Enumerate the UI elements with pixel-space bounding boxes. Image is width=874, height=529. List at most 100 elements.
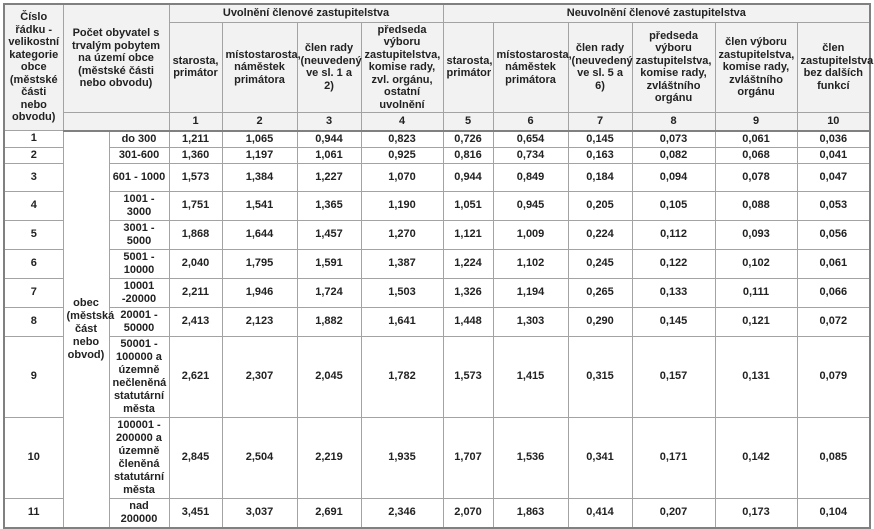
municipality-type-cell: obec (městská část nebo obvod) <box>62 130 114 528</box>
population-range-cell: 100001 - 200000 a územně členěná statutá… <box>108 416 170 499</box>
population-range-cell: 5001 - 10000 <box>108 248 170 279</box>
value-cell-col7: 0,341 <box>567 416 633 499</box>
table-row-8: 8 20001 - 50000 2,413 2,123 1,882 1,641 1,448 1… <box>3 306 871 337</box>
value-cell-col5: 1,707 <box>442 416 494 499</box>
column-number-5: 5 <box>442 112 494 132</box>
value-cell-col7: 0,205 <box>567 190 633 221</box>
population-range-cell: 20001 - 50000 <box>108 306 170 337</box>
column-header-6: místostarosta, náměstek primátora <box>492 21 572 113</box>
value-cell-col7: 0,224 <box>567 219 633 250</box>
population-range-cell: 301-600 <box>108 146 170 164</box>
value-cell-col4: 1,387 <box>360 248 444 279</box>
value-cell-col8: 0,133 <box>631 277 716 308</box>
value-cell-col1: 1,360 <box>168 146 223 164</box>
table-row-9: 9 50001 - 100000 a územně nečleněná statu… <box>3 335 871 418</box>
column-number-7: 7 <box>567 112 633 132</box>
value-cell-col5: 0,726 <box>442 130 494 148</box>
value-cell-col6: 1,009 <box>492 219 569 250</box>
value-cell-col8: 0,171 <box>631 416 716 499</box>
value-cell-col7: 0,245 <box>567 248 633 279</box>
value-cell-col10: 0,066 <box>796 277 871 308</box>
value-cell-col3: 1,365 <box>296 190 362 221</box>
value-cell-col7: 0,290 <box>567 306 633 337</box>
value-cell-col6: 1,303 <box>492 306 569 337</box>
column-header-4: předseda výboru zastupitelstva, komise r… <box>360 21 444 113</box>
table-row-1: 1 obec (městská část nebo obvod) do 300 1,2… <box>3 130 871 528</box>
value-cell-col5: 2,070 <box>442 497 494 528</box>
column-header-3: člen rady (neuvedený ve sl. 1 a 2) <box>296 21 362 113</box>
population-header: Počet obyvatel s trvalým pobytem na územ… <box>62 3 170 113</box>
population-range-cell: 1001 - 3000 <box>108 190 170 221</box>
value-cell-col7: 0,315 <box>567 335 633 418</box>
value-cell-col3: 1,882 <box>296 306 362 337</box>
value-cell-col6: 1,536 <box>492 416 569 499</box>
column-header-8: předseda výboru zastupitelstva, komise r… <box>631 21 716 113</box>
column-header-10: člen zastupitelstva bez dalších funkcí <box>796 21 873 113</box>
value-cell-col3: 2,219 <box>296 416 362 499</box>
value-cell-col1: 2,845 <box>168 416 223 499</box>
table-row-7: 7 10001 -20000 2,211 1,946 1,724 1,503 1,326 1,… <box>3 277 871 308</box>
value-cell-col5: 1,051 <box>442 190 494 221</box>
value-cell-col9: 0,111 <box>714 277 798 308</box>
value-cell-col5: 1,573 <box>442 335 494 418</box>
column-number-8: 8 <box>631 112 716 132</box>
value-cell-col8: 0,157 <box>631 335 716 418</box>
value-cell-col6: 1,102 <box>492 248 569 279</box>
value-cell-col1: 1,211 <box>168 130 223 148</box>
column-number-2: 2 <box>221 112 298 132</box>
value-cell-col9: 0,121 <box>714 306 798 337</box>
table-row-5: 5 3001 - 5000 1,868 1,644 1,457 1,270 1,121 1,0… <box>3 219 871 250</box>
column-header-5: starosta, primátor <box>442 21 494 113</box>
column-number-1: 1 <box>168 112 223 132</box>
row-category-header: Číslo řádku - velikostní kategorie obce … <box>3 3 64 131</box>
value-cell-col6: 0,945 <box>492 190 569 221</box>
row-number-cell: 6 <box>3 248 64 279</box>
row-number-cell: 8 <box>3 306 64 337</box>
value-cell-col4: 1,641 <box>360 306 444 337</box>
value-cell-col8: 0,082 <box>631 146 716 164</box>
value-cell-col4: 2,346 <box>360 497 444 528</box>
value-cell-col1: 2,211 <box>168 277 223 308</box>
value-cell-col8: 0,073 <box>631 130 716 148</box>
value-cell-col10: 0,061 <box>796 248 871 279</box>
value-cell-col2: 1,197 <box>221 146 298 164</box>
value-cell-col9: 0,078 <box>714 162 798 192</box>
remuneration-table: Číslo řádku - velikostní kategorie obce … <box>3 3 873 529</box>
value-cell-col9: 0,102 <box>714 248 798 279</box>
value-cell-col7: 0,414 <box>567 497 633 528</box>
table-row-10: 10 100001 - 200000 a územně členěná statu… <box>3 416 871 499</box>
value-cell-col6: 1,194 <box>492 277 569 308</box>
population-range-cell: 10001 -20000 <box>108 277 170 308</box>
value-cell-col7: 0,145 <box>567 130 633 148</box>
value-cell-col10: 0,056 <box>796 219 871 250</box>
value-cell-col10: 0,104 <box>796 497 871 528</box>
column-number-6: 6 <box>492 112 569 132</box>
value-cell-col6: 0,654 <box>492 130 569 148</box>
column-header-7: člen rady (neuvedený ve sl. 5 a 6) <box>567 21 633 113</box>
value-cell-col8: 0,145 <box>631 306 716 337</box>
value-cell-col10: 0,079 <box>796 335 871 418</box>
column-number-4: 4 <box>360 112 444 132</box>
value-cell-col1: 2,040 <box>168 248 223 279</box>
value-cell-col3: 1,227 <box>296 162 362 192</box>
value-cell-col9: 0,088 <box>714 190 798 221</box>
row-number-cell: 10 <box>3 416 64 499</box>
row-number-cell: 3 <box>3 162 64 192</box>
value-cell-col10: 0,072 <box>796 306 871 337</box>
value-cell-col10: 0,047 <box>796 162 871 192</box>
value-cell-col3: 2,691 <box>296 497 362 528</box>
population-range-cell: do 300 <box>108 130 170 148</box>
value-cell-col4: 1,782 <box>360 335 444 418</box>
value-cell-col8: 0,207 <box>631 497 716 528</box>
value-cell-col3: 0,944 <box>296 130 362 148</box>
value-cell-col4: 0,925 <box>360 146 444 164</box>
value-cell-col8: 0,094 <box>631 162 716 192</box>
column-number-3: 3 <box>296 112 362 132</box>
value-cell-col5: 1,224 <box>442 248 494 279</box>
table-body: 1 obec (městská část nebo obvod) do 300 1,2… <box>3 130 871 528</box>
value-cell-col5: 1,448 <box>442 306 494 337</box>
column-header-row: starosta, primátor místostarosta, náměste… <box>4 21 873 113</box>
value-cell-col4: 1,190 <box>360 190 444 221</box>
value-cell-col2: 1,065 <box>221 130 298 148</box>
value-cell-col9: 0,142 <box>714 416 798 499</box>
